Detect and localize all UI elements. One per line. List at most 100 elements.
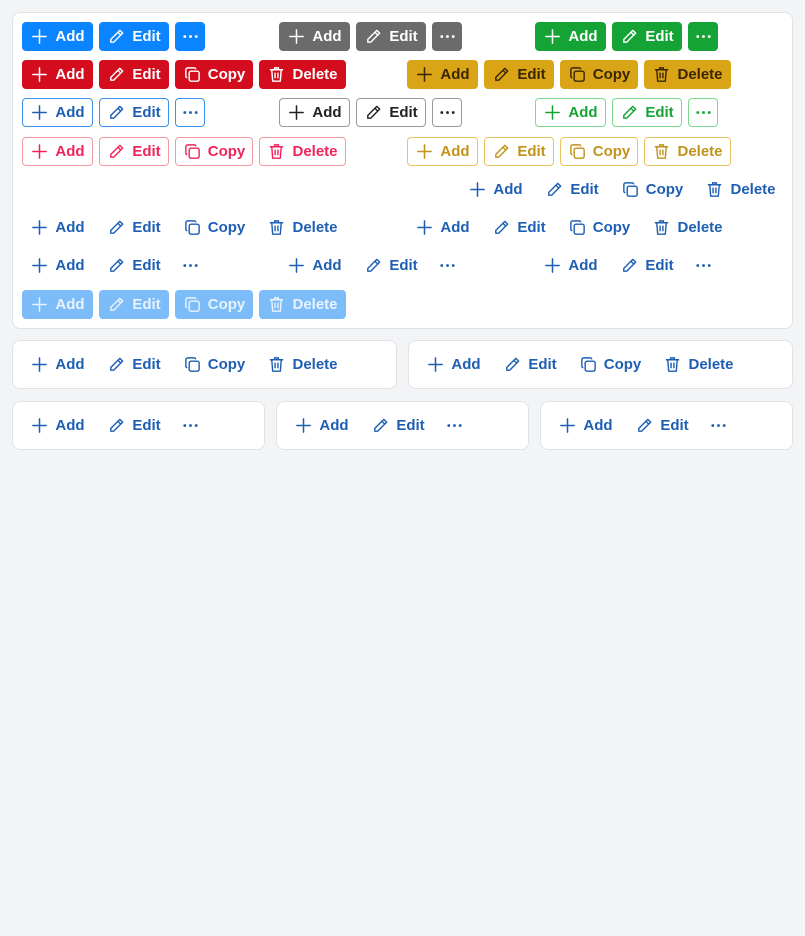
button-label: Add <box>493 181 523 198</box>
button-group: Add Edit Copy Delete <box>22 290 346 319</box>
pencil-icon <box>495 144 509 158</box>
copy-button[interactable]: Copy <box>613 175 691 204</box>
copy-button[interactable]: Copy <box>175 213 253 242</box>
edit-button[interactable]: Edit <box>627 411 697 440</box>
button-label: Delete <box>292 143 338 160</box>
more-button[interactable] <box>175 251 205 280</box>
edit-button[interactable]: Edit <box>99 137 169 166</box>
button-label: Add <box>440 143 470 160</box>
more-button[interactable] <box>703 411 733 440</box>
delete-button[interactable]: Delete <box>697 175 784 204</box>
button-label: Delete <box>292 219 338 236</box>
pencil-icon <box>623 105 637 119</box>
pencil-icon <box>110 357 124 371</box>
add-button[interactable]: Add <box>535 22 606 51</box>
button-label: Delete <box>688 356 734 373</box>
button-group: Add Edit <box>535 98 718 127</box>
copy-button[interactable]: Copy <box>560 137 638 166</box>
delete-button[interactable]: Delete <box>644 60 731 89</box>
edit-button[interactable]: Edit <box>484 60 554 89</box>
button-label: Add <box>451 356 481 373</box>
edit-button[interactable]: Edit <box>99 411 169 440</box>
edit-button[interactable]: Edit <box>99 60 169 89</box>
pencil-icon <box>110 67 124 81</box>
add-button[interactable]: Add <box>279 98 350 127</box>
add-button[interactable]: Add <box>535 98 606 127</box>
delete-button[interactable]: Delete <box>259 350 346 379</box>
more-button[interactable] <box>688 251 718 280</box>
add-button[interactable]: Add <box>535 251 606 280</box>
delete-button[interactable]: Delete <box>259 213 346 242</box>
add-button[interactable]: Add <box>279 22 350 51</box>
copy-button[interactable]: Copy <box>560 60 638 89</box>
add-button[interactable]: Add <box>279 251 350 280</box>
edit-button[interactable]: Edit <box>612 251 682 280</box>
button-label: Add <box>55 104 85 121</box>
edit-button[interactable]: Edit <box>99 350 169 379</box>
copy-icon <box>580 357 596 372</box>
copy-button[interactable]: Copy <box>571 350 649 379</box>
edit-button[interactable]: Edit <box>537 175 607 204</box>
more-horizontal-icon <box>182 111 198 114</box>
button-label: Add <box>568 104 598 121</box>
add-button[interactable]: Add <box>550 411 621 440</box>
more-horizontal-icon <box>439 111 455 114</box>
add-button[interactable]: Add <box>22 98 93 127</box>
edit-button[interactable]: Edit <box>612 22 682 51</box>
plus-icon <box>545 258 561 273</box>
more-button[interactable] <box>175 411 205 440</box>
pencil-icon <box>638 418 652 432</box>
edit-button[interactable]: Edit <box>363 411 433 440</box>
add-button[interactable]: Add <box>22 213 93 242</box>
more-button[interactable] <box>432 22 462 51</box>
button-label: Edit <box>645 28 674 45</box>
more-button[interactable] <box>688 22 718 51</box>
edit-button[interactable]: Edit <box>356 22 426 51</box>
edit-button[interactable]: Edit <box>99 98 169 127</box>
copy-button[interactable]: Copy <box>560 213 638 242</box>
edit-button[interactable]: Edit <box>356 251 426 280</box>
add-button[interactable]: Add <box>22 60 93 89</box>
button-label: Copy <box>645 181 684 198</box>
edit-button[interactable]: Edit <box>484 213 554 242</box>
add-button[interactable]: Add <box>286 411 357 440</box>
button-label: Add <box>312 28 342 45</box>
button-group: Add Edit Copy Delete <box>460 175 784 204</box>
delete-button[interactable]: Delete <box>644 137 731 166</box>
delete-button[interactable]: Delete <box>644 213 731 242</box>
button-label: Add <box>583 417 613 434</box>
more-button[interactable] <box>432 98 462 127</box>
copy-button[interactable]: Copy <box>175 60 253 89</box>
delete-button[interactable]: Delete <box>655 350 742 379</box>
add-button[interactable]: Add <box>418 350 489 379</box>
edit-button[interactable]: Edit <box>99 22 169 51</box>
edit-button[interactable]: Edit <box>484 137 554 166</box>
copy-button[interactable]: Copy <box>175 137 253 166</box>
more-button[interactable] <box>175 98 205 127</box>
add-button[interactable]: Add <box>22 411 93 440</box>
edit-button[interactable]: Edit <box>356 98 426 127</box>
add-button[interactable]: Add <box>407 60 478 89</box>
more-button[interactable] <box>175 22 205 51</box>
delete-button[interactable]: Delete <box>259 137 346 166</box>
more-button[interactable] <box>688 98 718 127</box>
button-label: Delete <box>730 181 776 198</box>
add-button[interactable]: Add <box>22 22 93 51</box>
more-horizontal-icon <box>710 424 726 427</box>
delete-button[interactable]: Delete <box>259 60 346 89</box>
copy-button[interactable]: Copy <box>175 350 253 379</box>
add-button[interactable]: Add <box>22 137 93 166</box>
add-button[interactable]: Add <box>407 137 478 166</box>
add-button[interactable]: Add <box>22 251 93 280</box>
edit-button[interactable]: Edit <box>99 213 169 242</box>
edit-button[interactable]: Edit <box>495 350 565 379</box>
add-button[interactable]: Add <box>460 175 531 204</box>
edit-button[interactable]: Edit <box>612 98 682 127</box>
edit-button[interactable]: Edit <box>99 251 169 280</box>
more-button[interactable] <box>432 251 462 280</box>
add-button[interactable]: Add <box>407 213 478 242</box>
add-button[interactable]: Add <box>22 350 93 379</box>
button-group: Add Edit <box>535 22 718 51</box>
more-button[interactable] <box>439 411 469 440</box>
button-label: Edit <box>389 257 418 274</box>
